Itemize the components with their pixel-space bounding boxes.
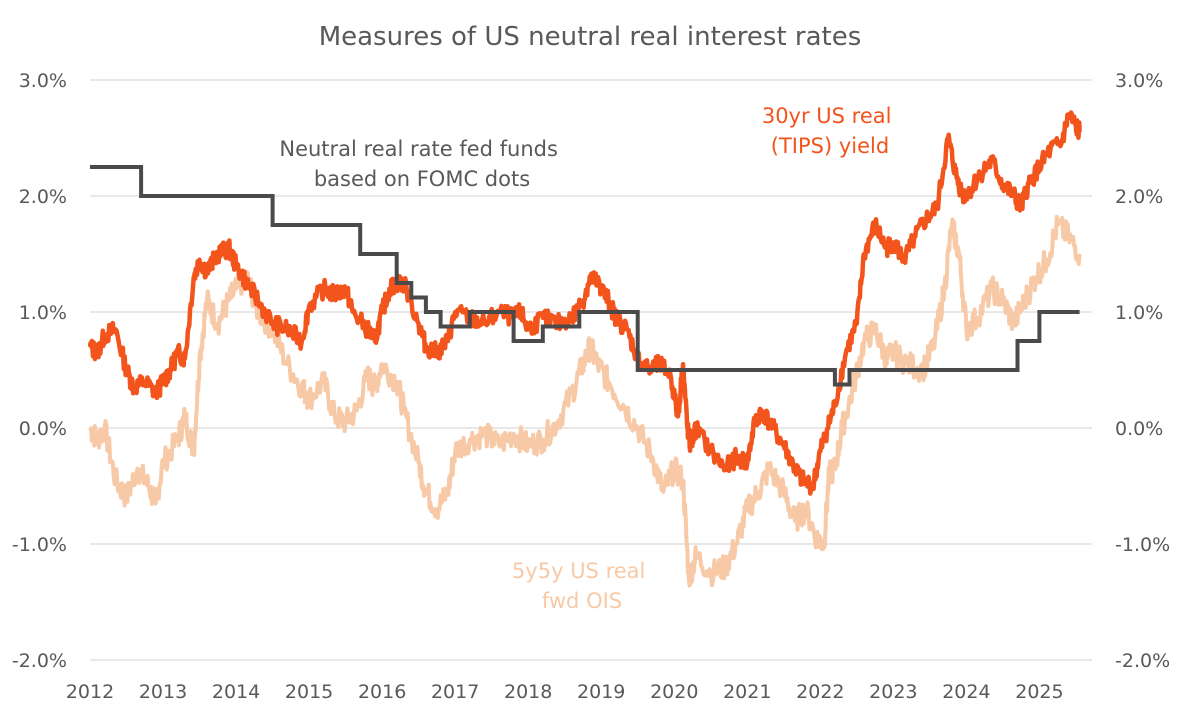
x-tick-label: 2022: [796, 681, 844, 703]
y-tick-label-left: -1.0%: [12, 534, 67, 556]
chart-title: Measures of US neutral real interest rat…: [319, 22, 862, 52]
annotation-tips-line1: 30yr US real: [762, 104, 892, 128]
series-line-ois: [88, 214, 1082, 588]
y-axis-left: 3.0% 2.0% 1.0% 0.0% -1.0% -2.0%: [12, 70, 67, 672]
x-tick-label: 2013: [139, 681, 187, 703]
series-lines: [87, 110, 1082, 588]
x-tick-label: 2021: [723, 681, 771, 703]
y-tick-label-left: 1.0%: [19, 302, 67, 324]
x-tick-label: 2024: [942, 681, 990, 703]
annotation-ois-line2: fwd OIS: [542, 589, 622, 613]
y-tick-label-right: 0.0%: [1115, 418, 1163, 440]
y-tick-label-left: -2.0%: [12, 650, 67, 672]
series-line-tips: [87, 110, 1082, 496]
y-tick-label-left: 3.0%: [19, 70, 67, 92]
annotation-fomc: Neutral real rate fed funds based on FOM…: [279, 137, 564, 191]
x-tick-label: 2023: [869, 681, 917, 703]
series-line-fomc: [90, 165, 1080, 387]
y-axis-right: 3.0% 2.0% 1.0% 0.0% -1.0% -2.0%: [1115, 70, 1170, 672]
x-tick-label: 2015: [285, 681, 333, 703]
annotation-fomc-line2: based on FOMC dots: [314, 167, 530, 191]
x-tick-label: 2025: [1015, 681, 1063, 703]
y-tick-label-right: 1.0%: [1115, 302, 1163, 324]
y-tick-label-right: -2.0%: [1115, 650, 1170, 672]
x-tick-label: 2016: [358, 681, 406, 703]
annotation-ois: 5y5y US real fwd OIS: [512, 559, 652, 613]
x-tick-label: 2014: [212, 681, 260, 703]
x-tick-label: 2020: [650, 681, 698, 703]
y-tick-label-left: 2.0%: [19, 186, 67, 208]
annotation-tips: 30yr US real (TIPS) yield: [762, 104, 898, 158]
x-tick-label: 2019: [577, 681, 625, 703]
annotation-ois-line1: 5y5y US real: [512, 559, 645, 583]
y-tick-label-left: 0.0%: [19, 418, 67, 440]
x-tick-label: 2018: [504, 681, 552, 703]
annotation-tips-line2: (TIPS) yield: [771, 134, 889, 158]
annotation-fomc-line1: Neutral real rate fed funds: [279, 137, 558, 161]
y-tick-label-right: -1.0%: [1115, 534, 1170, 556]
y-tick-label-right: 3.0%: [1115, 70, 1163, 92]
x-tick-label: 2017: [431, 681, 479, 703]
x-tick-label: 2012: [66, 681, 114, 703]
x-axis: 2012 2013 2014 2015 2016 2017 2018 2019 2020 2021…: [66, 681, 1064, 703]
y-tick-label-right: 2.0%: [1115, 186, 1163, 208]
